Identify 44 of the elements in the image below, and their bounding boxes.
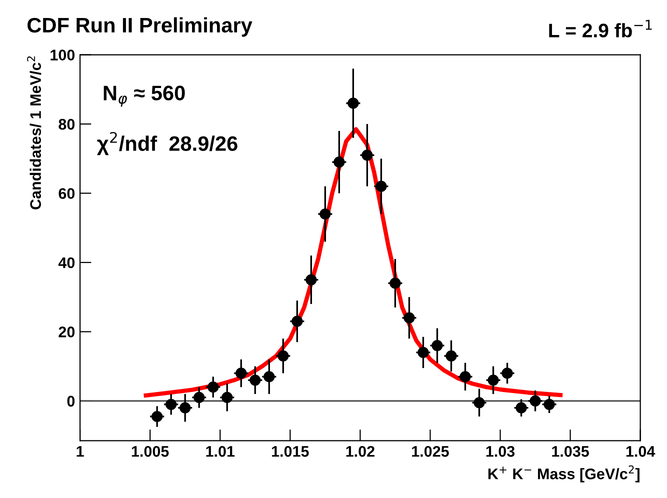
- point: [194, 392, 205, 404]
- x-tick-label: 1.03: [486, 446, 515, 457]
- x-tick-label: 1.025: [412, 446, 449, 457]
- point: [404, 312, 415, 324]
- x-tick-label: 1.02: [346, 446, 374, 457]
- y-tick-label: 100: [50, 50, 75, 60]
- x-tick-label: 1.005: [132, 446, 169, 457]
- y-tick-label: 80: [58, 118, 75, 130]
- point: [222, 392, 233, 404]
- point: [390, 278, 401, 289]
- point: [306, 274, 317, 286]
- point: [446, 350, 457, 362]
- point: [418, 346, 429, 358]
- point: [460, 371, 471, 382]
- y-tick-label: 0: [67, 396, 75, 407]
- point: [278, 350, 289, 362]
- y-axis-title: Candidates/ 1 MeV/c$^{2}$: [27, 56, 42, 210]
- point: [488, 374, 499, 386]
- y-tick-label: 60: [58, 188, 75, 199]
- point: [516, 402, 527, 414]
- point: [334, 156, 345, 168]
- point: [236, 368, 247, 379]
- annotation: N$_{φ}$ ≈ 560: [104, 86, 185, 107]
- annotation: χ$^{2}$/ndf 28.9/26: [96, 132, 238, 156]
- x-tick-label: 1.035: [552, 446, 589, 457]
- point: [152, 410, 163, 422]
- point: [208, 382, 219, 393]
- point: [432, 340, 443, 352]
- point: [320, 208, 331, 220]
- y-tick-label: 20: [58, 326, 75, 338]
- x-tick-label: 1.015: [272, 446, 309, 457]
- x-axis-title: K$^{+}$ K$^{−}$ Mass [GeV/c$^{2}$]: [488, 465, 640, 482]
- x-tick-label: 1.01: [206, 446, 235, 457]
- point: [502, 368, 513, 379]
- x-tick-label: 1: [76, 446, 84, 457]
- point: [474, 397, 485, 408]
- y-tick-label: 40: [58, 257, 75, 268]
- point: [348, 98, 359, 109]
- chart-subtitle: L = 2.9 fb$^{−1}$: [549, 20, 652, 38]
- x-tick-label: 1.04: [626, 446, 656, 457]
- point: [362, 150, 373, 161]
- chart-title: CDF Run II Preliminary: [28, 17, 252, 37]
- point: [292, 316, 303, 327]
- point: [376, 180, 387, 192]
